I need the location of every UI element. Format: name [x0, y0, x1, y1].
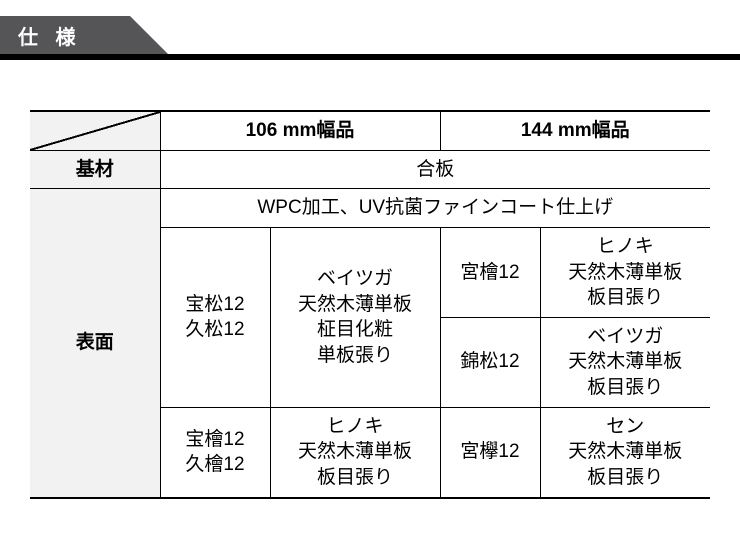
- section-title-tab: 仕 様: [0, 16, 130, 54]
- cell-106-name-a: 宝松12 久松12: [160, 227, 270, 407]
- cell-surface-finish: WPC加工、UV抗菌ファインコート仕上げ: [160, 189, 710, 228]
- cell-144-spec-a2: ベイツガ 天然木薄単板 板目張り: [540, 317, 710, 407]
- cell-106-spec-b: ヒノキ 天然木薄単板 板目張り: [270, 407, 440, 497]
- spec-table-wrap: 106 mm幅品 144 mm幅品 基材 合板 表面 WPC加工、UV抗菌ファイ…: [30, 110, 710, 499]
- cell-144-name-b: 宮欅12: [440, 407, 540, 497]
- cell-base-value: 合板: [160, 150, 710, 189]
- row-header-surface: 表面: [30, 189, 160, 498]
- col-header-144: 144 mm幅品: [440, 111, 710, 150]
- table-row: 表面 WPC加工、UV抗菌ファインコート仕上げ: [30, 189, 710, 228]
- section-title: 仕 様: [18, 21, 82, 50]
- section-header: 仕 様: [0, 16, 740, 60]
- section-underline: [0, 54, 740, 60]
- cell-144-name-a1: 宮檜12: [440, 227, 540, 317]
- cell-144-spec-a1: ヒノキ 天然木薄単板 板目張り: [540, 227, 710, 317]
- table-row: 基材 合板: [30, 150, 710, 189]
- cell-144-spec-b: セン 天然木薄単板 板目張り: [540, 407, 710, 497]
- col-header-106: 106 mm幅品: [160, 111, 440, 150]
- cell-106-name-b: 宝檜12 久檜12: [160, 407, 270, 497]
- diagonal-cell: [30, 111, 160, 150]
- cell-144-name-a2: 錦松12: [440, 317, 540, 407]
- table-row: 106 mm幅品 144 mm幅品: [30, 111, 710, 150]
- row-header-base: 基材: [30, 150, 160, 189]
- spec-table: 106 mm幅品 144 mm幅品 基材 合板 表面 WPC加工、UV抗菌ファイ…: [30, 110, 710, 499]
- cell-106-spec-a: ベイツガ 天然木薄単板 柾目化粧 単板張り: [270, 227, 440, 407]
